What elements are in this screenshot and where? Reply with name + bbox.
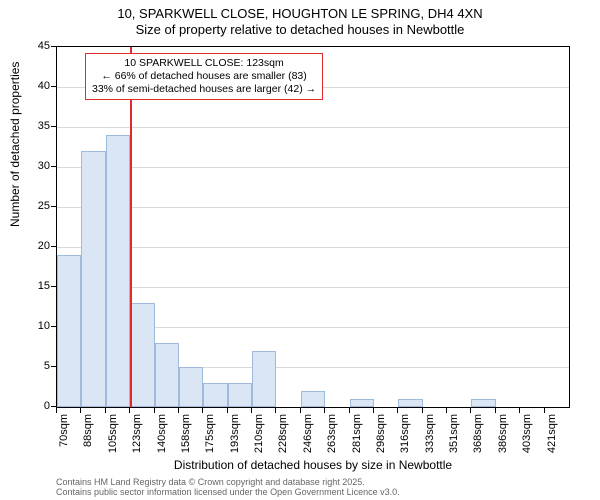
x-tick-label: 351sqm	[448, 414, 460, 453]
x-tick-label: 298sqm	[375, 414, 387, 453]
x-axis-label: Distribution of detached houses by size …	[56, 458, 570, 472]
bar	[252, 351, 276, 407]
title-line-2: Size of property relative to detached ho…	[0, 22, 600, 38]
x-tick-label: 316sqm	[399, 414, 411, 453]
y-tick-label: 45	[38, 40, 50, 52]
x-tick-mark	[105, 408, 106, 413]
x-tick-mark	[178, 408, 179, 413]
bar	[106, 135, 130, 407]
x-tick-label: 210sqm	[253, 414, 265, 453]
x-tick-label: 158sqm	[180, 414, 192, 453]
bar	[398, 399, 422, 407]
x-tick-label: 403sqm	[521, 414, 533, 453]
bar	[203, 383, 227, 407]
x-tick-label: 386sqm	[497, 414, 509, 453]
x-tick-mark	[446, 408, 447, 413]
bar	[155, 343, 179, 407]
x-tick-label: 193sqm	[229, 414, 241, 453]
x-tick-mark	[349, 408, 350, 413]
chart-title: 10, SPARKWELL CLOSE, HOUGHTON LE SPRING,…	[0, 6, 600, 39]
title-line-1: 10, SPARKWELL CLOSE, HOUGHTON LE SPRING,…	[0, 6, 600, 22]
x-tick-label: 228sqm	[277, 414, 289, 453]
bar	[81, 151, 105, 407]
x-tick-mark	[227, 408, 228, 413]
x-tick-mark	[56, 408, 57, 413]
x-tick-mark	[544, 408, 545, 413]
x-tick-label: 281sqm	[351, 414, 363, 453]
bar	[130, 303, 154, 407]
bar	[350, 399, 374, 407]
x-tick-mark	[154, 408, 155, 413]
x-tick-mark	[373, 408, 374, 413]
x-tick-label: 88sqm	[82, 414, 94, 447]
x-tick-mark	[422, 408, 423, 413]
x-tick-label: 123sqm	[131, 414, 143, 453]
y-tick-label: 25	[38, 200, 50, 212]
x-tick-mark	[80, 408, 81, 413]
chart-container: 10, SPARKWELL CLOSE, HOUGHTON LE SPRING,…	[0, 0, 600, 500]
y-tick-label: 5	[44, 360, 50, 372]
x-tick-label: 70sqm	[58, 414, 70, 447]
annotation-line: ← 66% of detached houses are smaller (83…	[92, 70, 316, 83]
bar	[301, 391, 325, 407]
x-tick-mark	[251, 408, 252, 413]
x-tick-label: 246sqm	[302, 414, 314, 453]
x-tick-label: 368sqm	[472, 414, 484, 453]
x-tick-mark	[300, 408, 301, 413]
footnote-line-2: Contains public sector information licen…	[56, 487, 400, 497]
x-tick-label: 263sqm	[326, 414, 338, 453]
x-tick-label: 175sqm	[204, 414, 216, 453]
chart-footnote: Contains HM Land Registry data © Crown c…	[56, 477, 400, 498]
y-tick-label: 40	[38, 80, 50, 92]
x-tick-mark	[397, 408, 398, 413]
annotation-box: 10 SPARKWELL CLOSE: 123sqm← 66% of detac…	[85, 53, 323, 100]
annotation-line: 33% of semi-detached houses are larger (…	[92, 83, 316, 96]
bar	[57, 255, 81, 407]
y-tick-label: 0	[44, 400, 50, 412]
x-tick-label: 333sqm	[424, 414, 436, 453]
x-tick-mark	[495, 408, 496, 413]
x-tick-mark	[470, 408, 471, 413]
x-tick-label: 140sqm	[156, 414, 168, 453]
plot-area: 10 SPARKWELL CLOSE: 123sqm← 66% of detac…	[56, 46, 570, 408]
bars-layer	[57, 47, 569, 407]
x-tick-label: 105sqm	[107, 414, 119, 453]
annotation-line: 10 SPARKWELL CLOSE: 123sqm	[92, 57, 316, 70]
y-axis: 051015202530354045	[0, 46, 56, 408]
x-tick-label: 421sqm	[546, 414, 558, 453]
footnote-line-1: Contains HM Land Registry data © Crown c…	[56, 477, 400, 487]
x-tick-mark	[519, 408, 520, 413]
y-tick-label: 30	[38, 160, 50, 172]
y-tick-label: 15	[38, 280, 50, 292]
bar	[228, 383, 252, 407]
marker-line	[130, 47, 132, 407]
y-tick-label: 35	[38, 120, 50, 132]
x-tick-mark	[275, 408, 276, 413]
x-tick-mark	[129, 408, 130, 413]
x-tick-mark	[202, 408, 203, 413]
bar	[179, 367, 203, 407]
bar	[471, 399, 495, 407]
y-tick-label: 20	[38, 240, 50, 252]
x-tick-mark	[324, 408, 325, 413]
y-tick-label: 10	[38, 320, 50, 332]
